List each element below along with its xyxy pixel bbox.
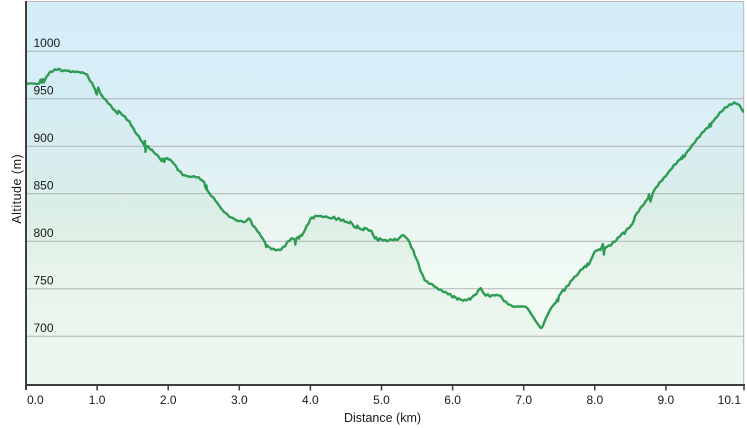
svg-text:800: 800 (34, 226, 54, 240)
svg-text:2.0: 2.0 (160, 393, 177, 407)
svg-text:Altitude (m): Altitude (m) (10, 154, 24, 224)
svg-text:1000: 1000 (34, 36, 61, 50)
svg-text:1.0: 1.0 (89, 393, 106, 407)
svg-text:850: 850 (34, 179, 54, 193)
svg-text:3.0: 3.0 (231, 393, 248, 407)
svg-text:700: 700 (34, 321, 54, 335)
svg-text:6.0: 6.0 (444, 393, 461, 407)
svg-text:10.1: 10.1 (718, 393, 742, 407)
svg-text:4.0: 4.0 (302, 393, 319, 407)
svg-text:Distance (km): Distance (km) (344, 411, 421, 425)
svg-text:7.0: 7.0 (515, 393, 532, 407)
svg-text:9.0: 9.0 (658, 393, 675, 407)
svg-text:750: 750 (34, 274, 54, 288)
svg-text:950: 950 (34, 84, 54, 98)
svg-text:5.0: 5.0 (373, 393, 390, 407)
svg-text:0.0: 0.0 (27, 393, 44, 407)
svg-text:900: 900 (34, 131, 54, 145)
svg-text:8.0: 8.0 (586, 393, 603, 407)
